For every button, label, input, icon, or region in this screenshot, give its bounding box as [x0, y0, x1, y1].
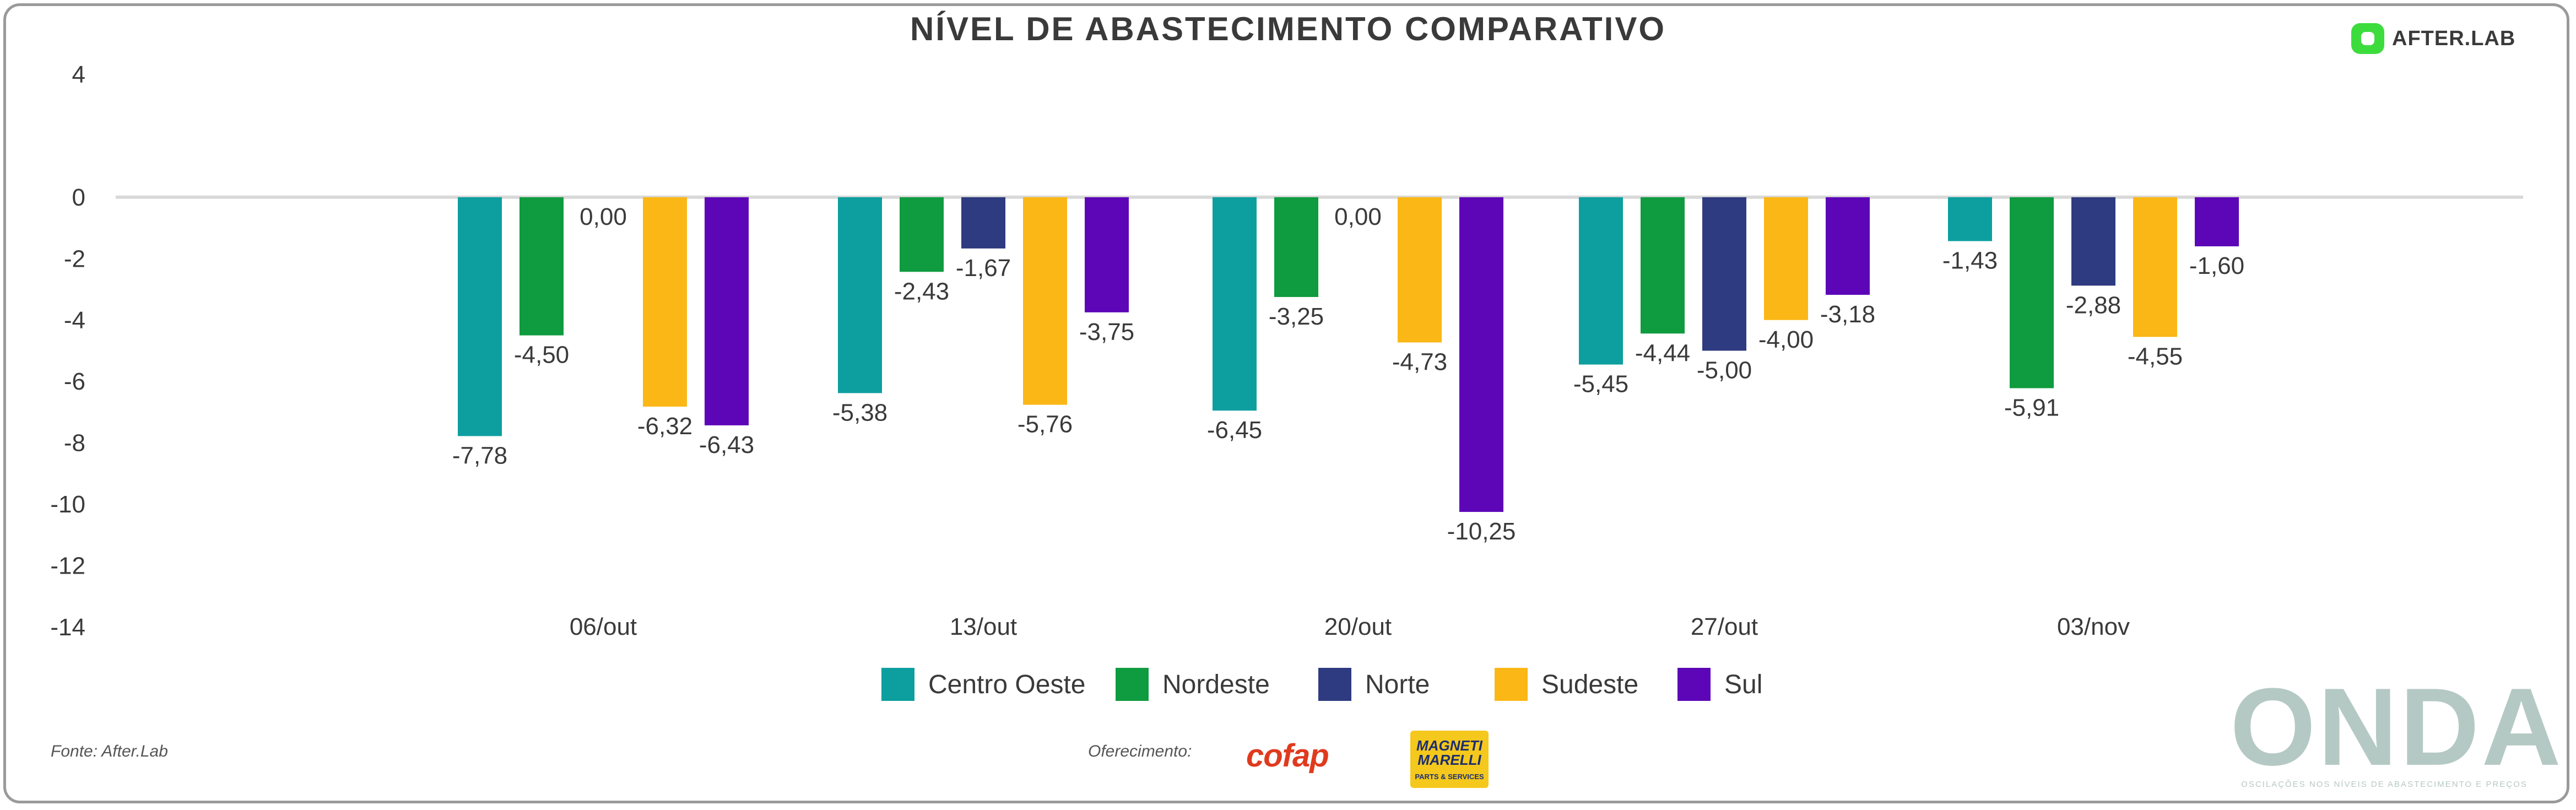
data-label: -1,67 [956, 255, 1011, 282]
magneti-marelli-logo: MAGNETI MARELLI PARTS & SERVICES [1410, 731, 1489, 788]
y-tick-label: -12 [50, 553, 85, 580]
legend-swatch [1318, 668, 1351, 701]
data-label: -3,18 [1820, 301, 1875, 328]
data-label: -4,50 [514, 342, 569, 369]
x-tick-label: 13/out [950, 613, 1017, 640]
y-tick-label: 0 [72, 184, 85, 211]
data-label: -5,00 [1697, 357, 1752, 384]
x-tick-label: 06/out [570, 613, 637, 640]
afterlab-logo-text: AFTER.LAB [2392, 26, 2516, 50]
legend-label: Sudeste [1541, 670, 1638, 699]
bar [1826, 197, 1870, 295]
data-label: -6,43 [699, 431, 754, 458]
x-tick-label: 03/nov [2057, 613, 2130, 640]
data-label: -1,60 [2189, 252, 2244, 279]
magneti-line2: MARELLI [1417, 751, 1481, 768]
data-label: -4,44 [1635, 339, 1690, 366]
afterlab-logo: AFTER.LAB [2351, 23, 2515, 54]
chart-title: NÍVEL DE ABASTECIMENTO COMPARATIVO [910, 10, 1666, 47]
legend-label: Nordeste [1162, 670, 1270, 699]
y-tick-label: -2 [64, 245, 85, 272]
bar [1459, 197, 1503, 512]
bar [519, 197, 564, 336]
bar [1398, 197, 1442, 343]
data-label: -5,91 [2004, 394, 2059, 421]
legend-swatch [1495, 668, 1528, 701]
bar [838, 197, 882, 393]
data-label: -6,45 [1207, 417, 1262, 444]
bar [1702, 197, 1746, 351]
bar [961, 197, 1005, 249]
bar [1274, 197, 1318, 297]
data-label: -2,88 [2066, 291, 2121, 318]
chart-frame [3, 3, 2569, 803]
data-label: -3,75 [1079, 318, 1134, 345]
sponsor-label: Oferecimento: [1088, 742, 1192, 760]
data-label: -4,55 [2128, 343, 2183, 370]
legend-label: Centro Oeste [928, 670, 1085, 699]
data-label: -4,73 [1392, 348, 1447, 375]
data-label: -3,25 [1269, 303, 1324, 330]
bar [1213, 197, 1257, 411]
bar [643, 197, 687, 407]
data-label: -5,76 [1018, 411, 1073, 438]
bar [2133, 197, 2177, 337]
x-tick-label: 27/out [1691, 613, 1758, 640]
bar [705, 197, 749, 425]
bar [1579, 197, 1623, 365]
y-tick-label: -4 [64, 307, 85, 334]
data-label: -10,25 [1447, 518, 1516, 545]
bar [1764, 197, 1808, 320]
bar [2071, 197, 2115, 286]
bar [1085, 197, 1129, 312]
data-label: -5,45 [1573, 371, 1628, 398]
legend-label: Norte [1365, 670, 1430, 699]
data-label: -1,43 [1942, 247, 1998, 274]
bar [2195, 197, 2239, 247]
data-label: -4,00 [1758, 326, 1814, 353]
y-tick-label: 4 [72, 61, 85, 88]
bar [1641, 197, 1685, 334]
y-tick-label: -8 [64, 430, 85, 457]
y-tick-label: -14 [50, 614, 85, 641]
bar [900, 197, 944, 272]
legend-swatch [881, 668, 914, 701]
x-tick-label: 20/out [1324, 613, 1392, 640]
legend-swatch [1116, 668, 1149, 701]
bar [1023, 197, 1067, 405]
onda-wordmark: ONDA [2230, 666, 2563, 789]
data-label: -2,43 [894, 278, 949, 305]
y-tick-label: -6 [64, 368, 85, 395]
y-tick-label: -10 [50, 491, 85, 518]
magneti-line1: MAGNETI [1416, 737, 1482, 754]
onda-tagline: OSCILAÇÕES NOS NÍVEIS DE ABASTECIMENTO E… [2241, 780, 2528, 789]
bar [2010, 197, 2054, 388]
legend-label: Sul [1724, 670, 1762, 699]
onda-logo: ONDA OSCILAÇÕES NOS NÍVEIS DE ABASTECIME… [2230, 666, 2563, 790]
afterlab-logo-icon [2351, 23, 2384, 54]
data-label: -5,38 [832, 399, 887, 426]
data-label: 0,00 [1334, 203, 1382, 230]
source-note: Fonte: After.Lab [51, 742, 168, 760]
legend-swatch [1677, 668, 1711, 701]
data-label: 0,00 [580, 203, 627, 230]
data-label: -6,32 [637, 413, 692, 440]
bar [1948, 197, 1992, 241]
cofap-logo: cofap [1246, 738, 1329, 774]
magneti-line3: PARTS & SERVICES [1415, 772, 1484, 781]
data-label: -7,78 [452, 442, 507, 469]
bar [458, 197, 502, 436]
